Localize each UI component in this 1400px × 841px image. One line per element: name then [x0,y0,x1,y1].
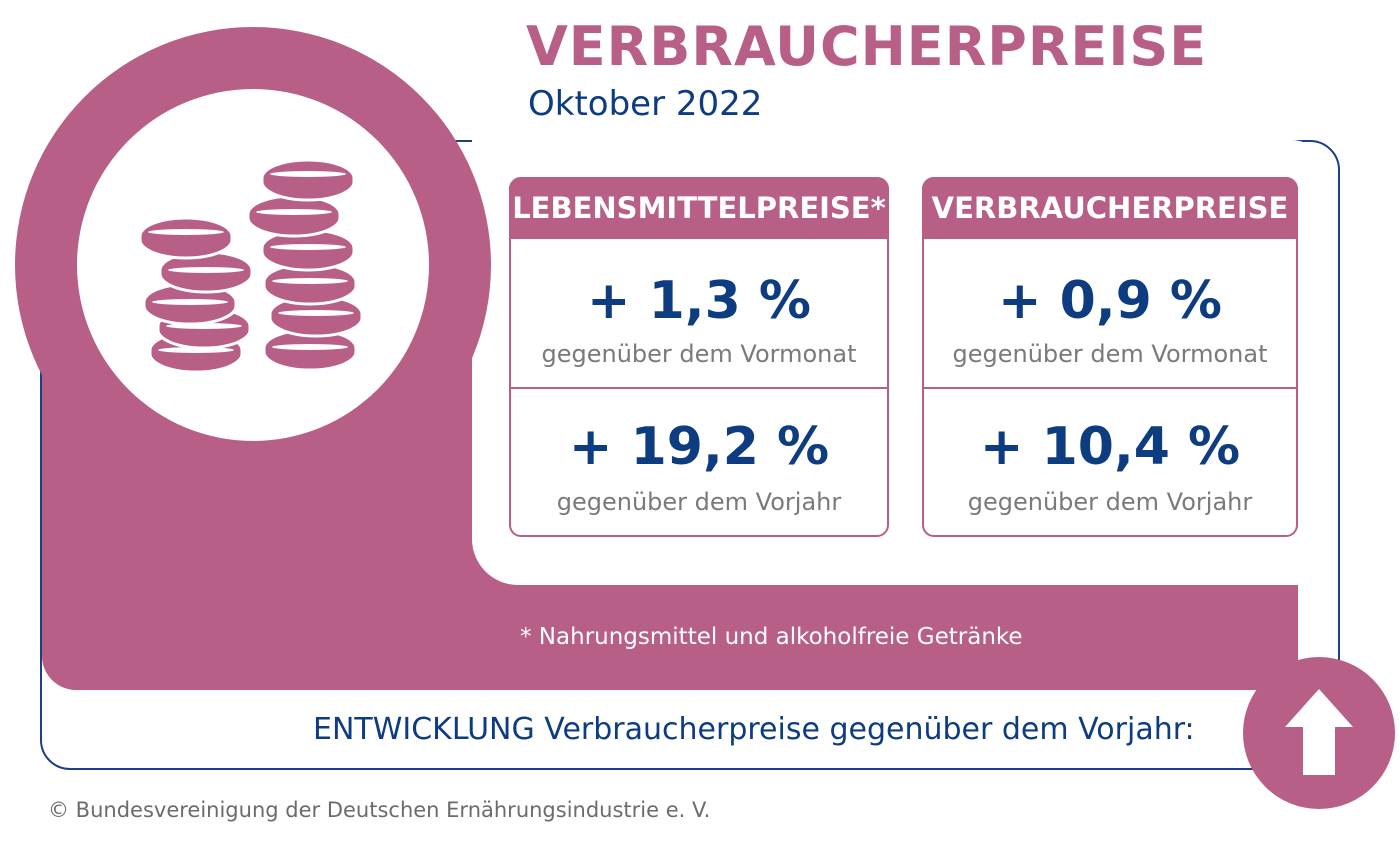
month-change-label: gegenüber dem Vormonat [952,340,1268,368]
year-change-value: + 19,2 % [568,417,830,477]
card-heading: VERBRAUCHERPREISE [922,177,1298,239]
card-divider [511,387,887,389]
year-change-label: gegenüber dem Vorjahr [556,488,842,516]
coin-stacks-icon [138,158,364,374]
arrow-up-icon [1285,689,1353,775]
footnote: * Nahrungsmittel und alkoholfreie Geträn… [520,624,1023,650]
page-title: VERBRAUCHERPREISE [526,15,1208,78]
card-heading: LEBENSMITTELPREISE* [509,177,889,239]
page-subtitle: Oktober 2022 [528,84,763,124]
copyright: © Bundesvereinigung der Deutschen Ernähr… [48,798,711,822]
month-change-label: gegenüber dem Vormonat [541,340,857,368]
development-label: ENTWICKLUNG Verbraucherpreise gegenüber … [313,712,1195,747]
year-change-label: gegenüber dem Vorjahr [967,488,1253,516]
month-change-value: + 1,3 % [587,271,811,331]
year-change-value: + 10,4 % [979,417,1241,477]
food-prices-card: LEBENSMITTELPREISE* + 1,3 % gegenüber de… [509,177,889,537]
icon-badge-inner [77,89,429,441]
card-divider [924,387,1296,389]
consumer-prices-card: VERBRAUCHERPREISE + 0,9 % gegenüber dem … [922,177,1298,537]
month-change-value: + 0,9 % [998,271,1222,331]
